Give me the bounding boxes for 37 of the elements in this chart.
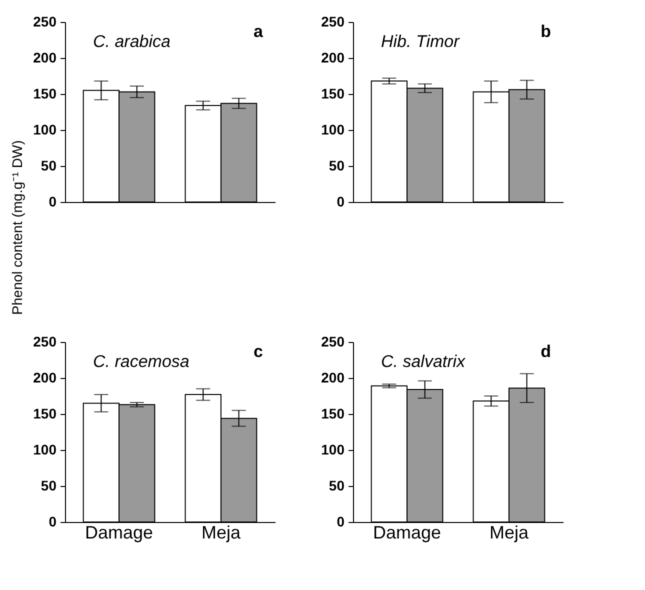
x-tick-label: Meja — [489, 522, 530, 542]
x-tick-label: Meja — [201, 522, 242, 542]
y-tick-label: 200 — [321, 370, 345, 386]
y-tick-label: 100 — [33, 442, 57, 458]
annotation: c — [254, 342, 263, 361]
annotation: d — [540, 342, 551, 361]
y-tick-label: 100 — [33, 122, 57, 138]
y-tick-label: 200 — [321, 50, 345, 66]
text: C. racemosa — [93, 352, 190, 371]
y-tick-label: 0 — [48, 194, 57, 210]
y-tick-label: 50 — [328, 478, 345, 494]
x-tick-label: Damage — [85, 522, 154, 542]
y-tick-label: 250 — [321, 14, 345, 30]
y-tick-label: 200 — [33, 370, 57, 386]
y-tick-label: 150 — [321, 406, 345, 422]
y-tick-label: 0 — [336, 194, 345, 210]
y-tick-label: 100 — [321, 442, 345, 458]
y-tick-label: 250 — [33, 14, 57, 30]
y-tick-label: 250 — [321, 334, 345, 350]
annotation: a — [254, 22, 264, 41]
annotation: b — [540, 22, 551, 41]
y-axis-title: Phenol content (mg.g⁻¹ DW) — [9, 140, 26, 315]
y-tick-label: 150 — [33, 406, 57, 422]
y-tick-label: 150 — [33, 86, 57, 102]
y-tick-label: 50 — [40, 478, 57, 494]
text: Hib. Timor — [381, 32, 461, 51]
y-tick-label: 250 — [33, 334, 57, 350]
y-tick-label: 0 — [48, 514, 57, 530]
text: C. arabica — [93, 32, 170, 51]
y-tick-label: 0 — [336, 514, 345, 530]
y-tick-label: 100 — [321, 122, 345, 138]
x-tick-label: Damage — [373, 522, 442, 542]
text: C. salvatrix — [381, 352, 466, 371]
y-tick-label: 50 — [40, 158, 57, 174]
y-tick-label: 50 — [328, 158, 345, 174]
y-tick-label: 150 — [321, 86, 345, 102]
y-tick-label: 200 — [33, 50, 57, 66]
